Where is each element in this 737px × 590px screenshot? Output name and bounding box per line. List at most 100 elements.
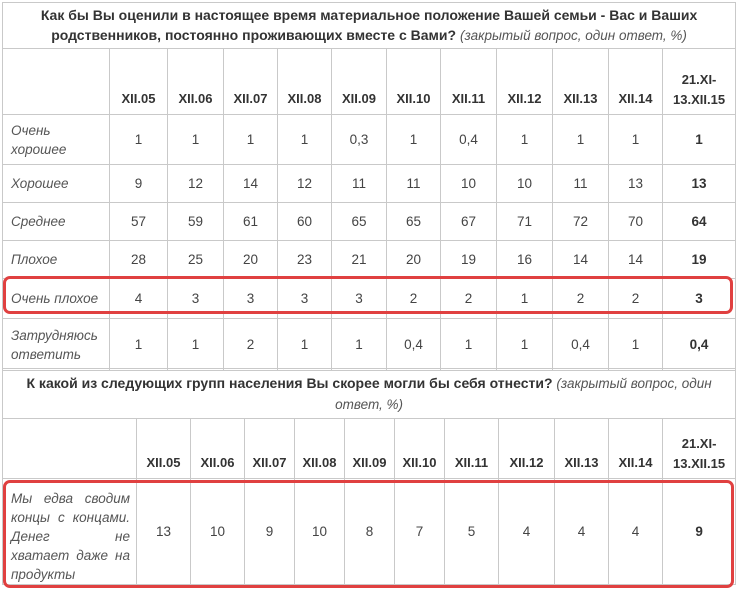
table1-cell: 1	[552, 114, 609, 165]
table1-row-label: Среднее	[2, 202, 110, 241]
table1-row: Плохое 28 25 20 23 21 20 19 16 14 14 19	[2, 240, 737, 279]
table2-col-header: XII.14	[608, 418, 663, 479]
table2-cell: 10	[294, 478, 345, 585]
table1-cell: 3	[223, 278, 278, 319]
table1-cell: 1	[277, 114, 332, 165]
table1-col-header-last: 21.XI-13.XII.15	[661, 48, 737, 115]
table1-cell: 1	[496, 318, 553, 371]
table1-cell: 1	[496, 278, 553, 319]
table1-cell: 2	[223, 318, 278, 371]
table1-cell: 11	[331, 164, 387, 203]
table2-cell: 7	[394, 478, 445, 585]
table-population-group: К какой из следующих групп населения Вы …	[1, 368, 737, 585]
table2-cell: 4	[498, 478, 555, 585]
table1-cell: 10	[440, 164, 497, 203]
table1-cell: 2	[440, 278, 497, 319]
table1-cell: 20	[223, 240, 278, 279]
table1-cell: 25	[167, 240, 224, 279]
table1-cell: 1	[608, 318, 663, 371]
table2-cell: 10	[190, 478, 245, 585]
table1-cell: 11	[386, 164, 441, 203]
table1-cell: 1	[167, 318, 224, 371]
table1-row-label: Затрудняюсь ответить	[2, 318, 110, 371]
table1-header-empty	[2, 48, 110, 115]
table1-cell: 3	[167, 278, 224, 319]
table2-col-header: XII.11	[444, 418, 499, 479]
table1-cell: 2	[552, 278, 609, 319]
table2-header-empty	[2, 418, 137, 479]
table2-row-label: Мы едва сводим концы с концами. Денег не…	[2, 478, 137, 585]
table2-col-header: XII.06	[190, 418, 245, 479]
table1-cell: 61	[223, 202, 278, 241]
table2-row: Мы едва сводим концы с концами. Денег не…	[2, 478, 737, 585]
table1-cell: 1	[331, 318, 387, 371]
table1-cell: 0,4	[661, 318, 737, 371]
table1-cell: 3	[661, 278, 737, 319]
table1-cell: 3	[331, 278, 387, 319]
table2-cell: 13	[136, 478, 191, 585]
table1-cell: 59	[167, 202, 224, 241]
table2-col-header-last: 21.XI-13.XII.15	[661, 418, 737, 479]
table1-cell: 20	[386, 240, 441, 279]
table2-header-row: XII.05 XII.06 XII.07 XII.08 XII.09 XII.1…	[2, 418, 737, 479]
table1-cell: 13	[608, 164, 663, 203]
table2-col-header: XII.09	[344, 418, 395, 479]
table1-cell: 1	[109, 114, 168, 165]
table1-cell: 0,4	[440, 114, 497, 165]
table1-cell: 10	[496, 164, 553, 203]
table2-col-header: XII.10	[394, 418, 445, 479]
table1-cell: 1	[223, 114, 278, 165]
table1-row-label: Хорошее	[2, 164, 110, 203]
table1-cell: 1	[109, 318, 168, 371]
table1-cell: 71	[496, 202, 553, 241]
table1-header-row: XII.05 XII.06 XII.07 XII.08 XII.09 XII.1…	[2, 48, 737, 115]
table1-row: Очень хорошее 1 1 1 1 0,3 1 0,4 1 1 1 1	[2, 114, 737, 165]
table1-cell: 64	[661, 202, 737, 241]
table1-cell: 1	[608, 114, 663, 165]
table1-cell: 72	[552, 202, 609, 241]
table2-cell: 5	[444, 478, 499, 585]
table1-cell: 0,3	[331, 114, 387, 165]
table1-cell: 14	[552, 240, 609, 279]
table1-cell: 9	[109, 164, 168, 203]
table1-row-label: Очень хорошее	[2, 114, 110, 165]
table1-cell: 1	[277, 318, 332, 371]
table1-cell: 12	[277, 164, 332, 203]
table1-cell: 14	[223, 164, 278, 203]
table1-cell: 67	[440, 202, 497, 241]
table1-cell: 1	[167, 114, 224, 165]
table1-cell: 1	[661, 114, 737, 165]
table1-row: Хорошее 9 12 14 12 11 11 10 10 11 13 13	[2, 164, 737, 203]
table1-cell: 1	[496, 114, 553, 165]
table1-col-header: XII.13	[552, 48, 609, 115]
table1-title: Как бы Вы оценили в настоящее время мате…	[1, 2, 737, 49]
table1-cell: 19	[440, 240, 497, 279]
table1-cell: 14	[608, 240, 663, 279]
table1-col-header: XII.10	[386, 48, 441, 115]
table1-question: Как бы Вы оценили в настоящее время мате…	[40, 7, 698, 43]
table1-cell: 21	[331, 240, 387, 279]
table1-cell: 19	[661, 240, 737, 279]
table1-cell: 70	[608, 202, 663, 241]
table1-col-header: XII.09	[331, 48, 387, 115]
table1-col-header: XII.12	[496, 48, 553, 115]
table2-col-header: XII.12	[498, 418, 555, 479]
table1-cell: 2	[386, 278, 441, 319]
table1-col-header: XII.11	[440, 48, 497, 115]
table-material-situation: Как бы Вы оценили в настоящее время мате…	[1, 2, 737, 371]
table2-note: (закрытый вопрос, один ответ, %)	[335, 375, 712, 412]
table2-col-header: XII.05	[136, 418, 191, 479]
table2-col-header: XII.13	[554, 418, 609, 479]
table1-cell: 23	[277, 240, 332, 279]
table1-cell: 65	[331, 202, 387, 241]
table2-col-header: XII.07	[244, 418, 295, 479]
table1-col-header: XII.06	[167, 48, 224, 115]
table2-cell: 4	[554, 478, 609, 585]
table2-cell: 9	[661, 478, 737, 585]
table1-cell: 57	[109, 202, 168, 241]
table2-cell: 8	[344, 478, 395, 585]
table1-note: (закрытый вопрос, один ответ, %)	[459, 28, 687, 43]
table1-cell: 1	[440, 318, 497, 371]
table1-cell: 3	[277, 278, 332, 319]
table1-cell: 65	[386, 202, 441, 241]
